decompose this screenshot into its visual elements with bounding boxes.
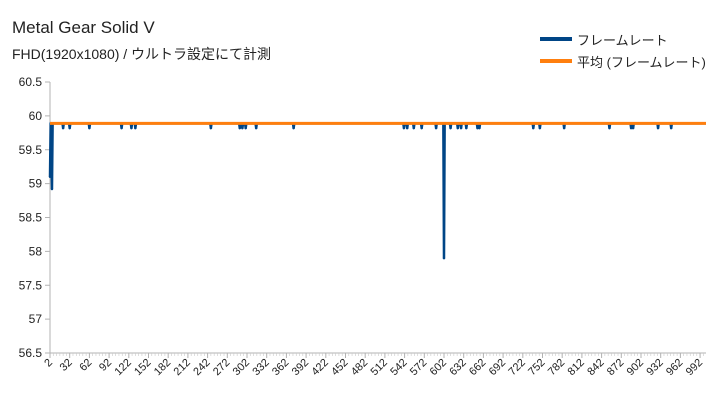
series-line-framerate — [48, 122, 707, 260]
x-tick-label: 332 — [250, 357, 271, 378]
framerate-point — [465, 126, 468, 130]
x-tick-label: 32 — [58, 357, 75, 374]
framerate-point — [50, 148, 53, 151]
chart-title: Metal Gear Solid V — [12, 18, 155, 37]
x-tick-label: 722 — [506, 357, 527, 378]
framerate-point — [459, 126, 463, 130]
x-tick-label: 212 — [172, 357, 193, 378]
framerate-point — [669, 126, 673, 130]
y-tick-label: 58 — [29, 244, 43, 258]
x-tick-label: 272 — [211, 357, 232, 378]
x-tick-label: 422 — [309, 357, 330, 378]
framerate-point — [476, 126, 479, 130]
framerate-point — [254, 126, 258, 130]
legend-label-average: 平均 (フレームレート) — [577, 54, 706, 70]
framerate-point — [538, 126, 542, 130]
framerate-point — [562, 126, 566, 130]
x-tick-label: 512 — [369, 357, 390, 378]
x-tick-label: 602 — [428, 357, 449, 378]
framerate-point — [656, 126, 660, 130]
framerate-point — [61, 126, 65, 130]
y-tick-label: 58.5 — [19, 211, 43, 225]
framerate-point — [406, 126, 409, 130]
framerate-point — [420, 126, 423, 130]
legend-swatch-average — [540, 59, 572, 63]
x-tick-label: 572 — [408, 357, 429, 378]
x-tick-label: 182 — [152, 357, 173, 378]
framerate-point — [68, 126, 71, 130]
x-tick-label: 932 — [644, 357, 665, 378]
framerate-point — [478, 126, 481, 130]
framerate-point — [48, 175, 52, 179]
framerate-point — [442, 256, 446, 260]
framerate-point — [412, 126, 415, 130]
x-tick-label: 242 — [191, 357, 212, 378]
framerate-point — [402, 126, 406, 130]
legend-item-framerate: フレームレート — [540, 28, 706, 50]
framerate-point — [532, 126, 535, 130]
x-tick-label: 92 — [97, 357, 114, 374]
framerate-point — [241, 126, 244, 130]
legend-item-average: 平均 (フレームレート) — [540, 50, 706, 72]
x-tick-label: 692 — [487, 357, 508, 378]
framerate-point — [130, 126, 133, 130]
x-tick-label: 122 — [112, 357, 133, 378]
y-tick-label: 60 — [29, 109, 43, 123]
x-tick-label: 842 — [585, 357, 606, 378]
legend: フレームレート 平均 (フレームレート) — [540, 28, 706, 72]
x-tick-label: 482 — [349, 357, 370, 378]
y-tick-label: 59 — [29, 177, 43, 191]
y-tick-label: 57.5 — [19, 278, 43, 292]
framerate-point — [449, 126, 452, 130]
framerate-point — [631, 126, 635, 130]
x-tick-label: 152 — [132, 357, 153, 378]
x-tick-label: 452 — [329, 357, 350, 378]
x-tick-label: 872 — [605, 357, 626, 378]
x-tick-label: 392 — [290, 357, 311, 378]
y-tick-label: 57 — [29, 312, 43, 326]
framerate-point — [134, 126, 137, 130]
framerate-point — [244, 126, 247, 130]
framerate-point — [629, 126, 633, 130]
x-tick-label: 2 — [42, 357, 55, 370]
x-tick-label: 542 — [388, 357, 409, 378]
y-tick-label: 59.5 — [19, 143, 43, 157]
x-tick-label: 662 — [467, 357, 488, 378]
framerate-point — [608, 126, 611, 130]
x-tick-label: 752 — [526, 357, 547, 378]
x-tick-label: 902 — [625, 357, 646, 378]
framerate-point — [88, 126, 91, 130]
x-tick-label: 302 — [231, 357, 252, 378]
x-tick-label: 962 — [664, 357, 685, 378]
legend-label-framerate: フレームレート — [577, 32, 668, 48]
x-tick-label: 632 — [447, 357, 468, 378]
x-tick-label: 362 — [270, 357, 291, 378]
x-tick-label: 812 — [566, 357, 587, 378]
y-tick-label: 56.5 — [19, 346, 43, 360]
framerate-point — [456, 126, 459, 130]
x-tick-label: 62 — [77, 357, 94, 374]
y-tick-label: 60.5 — [19, 75, 43, 89]
framerate-point — [209, 126, 213, 130]
framerate-point — [292, 126, 295, 130]
framerate-point — [238, 126, 241, 130]
framerate-point — [120, 126, 123, 130]
x-tick-label: 782 — [546, 357, 567, 378]
x-tick-label: 992 — [684, 357, 705, 378]
framerate-point — [50, 187, 54, 191]
framerate-point — [434, 126, 438, 130]
legend-swatch-framerate — [540, 37, 572, 41]
chart-subtitle: FHD(1920x1080) / ウルトラ設定にて計測 — [12, 46, 272, 62]
